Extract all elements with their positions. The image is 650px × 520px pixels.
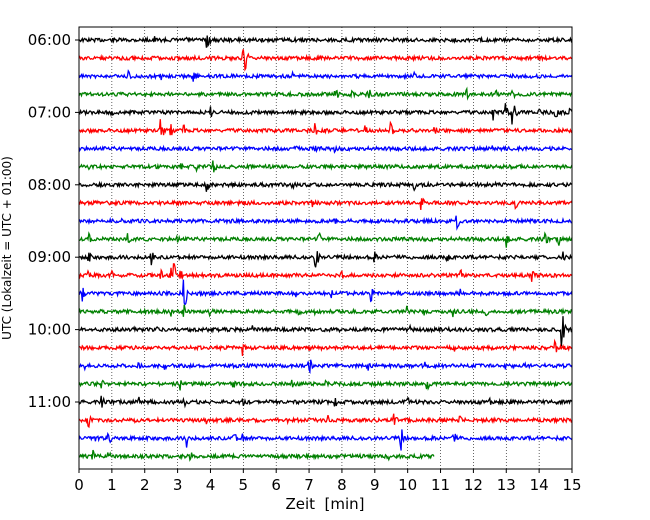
- seismogram-trace-06:15: [78, 49, 573, 72]
- x-tick-label-13: 13: [497, 476, 516, 494]
- x-tick-label-1: 1: [107, 476, 117, 494]
- seismogram-trace-07:30: [78, 144, 573, 154]
- x-tick-label-15: 15: [562, 476, 581, 494]
- x-tick-label-6: 6: [271, 476, 281, 494]
- seismogram-trace-11:00: [78, 395, 573, 409]
- y-axis-label: UTC (Lokalzeit = UTC + 01:00): [0, 156, 14, 340]
- y-axis-ticks: 06:00 07:00 08:00 09:00 10:00 11:00: [28, 31, 79, 411]
- seismogram-trace-09:45: [78, 304, 573, 318]
- seismogram-trace-10:45: [78, 379, 573, 391]
- seismogram-trace-08:15: [78, 197, 573, 211]
- x-tick-label-12: 12: [464, 476, 483, 494]
- seismogram-trace-06:45: [78, 86, 573, 101]
- seismogram-trace-10:30: [78, 359, 573, 375]
- seismogram-traces: [78, 35, 573, 462]
- x-tick-label-0: 0: [74, 476, 84, 494]
- y-tick-label-07:00: 07:00: [28, 103, 71, 121]
- seismogram-trace-09:00: [78, 251, 573, 268]
- seismogram-trace-11:15: [78, 413, 573, 429]
- seismogram-trace-10:15: [78, 338, 573, 356]
- seismogram-trace-10:00: [78, 316, 573, 347]
- x-tick-label-5: 5: [239, 476, 249, 494]
- x-tick-label-11: 11: [431, 476, 450, 494]
- x-tick-label-8: 8: [337, 476, 347, 494]
- seismogram-trace-08:00: [78, 180, 572, 192]
- seismogram-trace-09:15: [78, 263, 573, 282]
- x-tick-label-2: 2: [140, 476, 150, 494]
- seismogram-trace-06:00: [78, 35, 573, 48]
- seismogram-trace-06:30: [78, 69, 573, 82]
- x-axis-label: Zeit [min]: [285, 495, 364, 513]
- x-axis-ticks: 0 1 2 3 4 5 6 7 8 9 10 11 12 13 14 15: [74, 469, 582, 494]
- plot-frame: [78, 26, 573, 470]
- x-tick-label-4: 4: [206, 476, 216, 494]
- x-tick-label-10: 10: [398, 476, 417, 494]
- seismogram-trace-11:30: [78, 429, 573, 451]
- seismogram-trace-07:15: [78, 119, 573, 136]
- x-tick-label-3: 3: [173, 476, 183, 494]
- seismogram-trace-08:30: [78, 215, 573, 231]
- x-tick-label-9: 9: [370, 476, 380, 494]
- seismogram-trace-07:45: [78, 160, 573, 174]
- seismogram-trace-11:45: [79, 449, 435, 462]
- x-tick-label-14: 14: [530, 476, 549, 494]
- y-tick-label-08:00: 08:00: [28, 176, 71, 194]
- seismogram-trace-08:45: [78, 231, 573, 248]
- y-tick-label-11:00: 11:00: [28, 393, 71, 411]
- seismogram-trace-07:00: [78, 103, 573, 125]
- y-tick-label-10:00: 10:00: [28, 321, 71, 339]
- seismogram-trace-09:30: [78, 279, 573, 306]
- y-tick-label-06:00: 06:00: [28, 31, 71, 49]
- x-tick-label-7: 7: [304, 476, 314, 494]
- y-tick-label-09:00: 09:00: [28, 248, 71, 266]
